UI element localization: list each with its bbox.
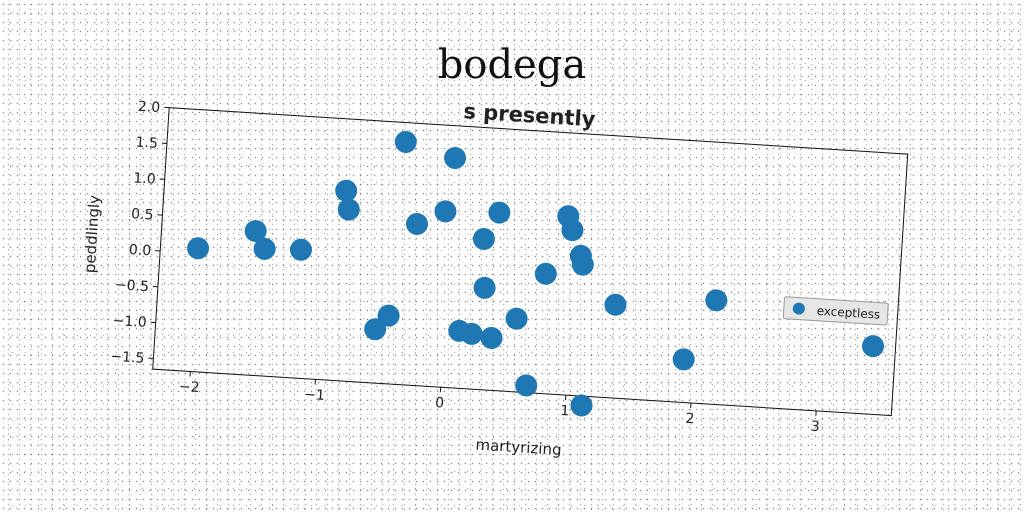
axes-frame bbox=[153, 108, 908, 416]
x-tick-label: 2 bbox=[685, 411, 695, 428]
y-axis-label: peddlingly bbox=[81, 194, 104, 273]
scatter-point bbox=[480, 326, 503, 349]
scatter-point bbox=[473, 276, 496, 299]
scatter-point bbox=[570, 394, 593, 417]
x-axis-label: martyrizing bbox=[475, 436, 562, 459]
scatter-point bbox=[335, 179, 358, 202]
scatter-point bbox=[394, 130, 417, 153]
y-tick-label: 1.5 bbox=[135, 135, 158, 152]
y-tick-label: 1.0 bbox=[133, 170, 156, 187]
y-tick-label: 0.5 bbox=[131, 206, 154, 223]
x-tick-label: −2 bbox=[178, 379, 200, 396]
y-tick-label: −1.0 bbox=[112, 313, 147, 331]
x-tick-label: 0 bbox=[435, 395, 445, 412]
x-tick-label: 1 bbox=[560, 403, 570, 420]
scatter-point bbox=[337, 198, 360, 221]
ticks-layer: −2 −1 0 1 2 3 −1.5 −1.0 −0.5 0.0 0.5 1.0 1.5 2.0 bbox=[108, 98, 837, 435]
scatter-point bbox=[861, 334, 884, 357]
scatter-point bbox=[405, 212, 428, 235]
scatter-point bbox=[505, 307, 528, 330]
x-tick-label: −1 bbox=[304, 387, 326, 404]
scatter-point bbox=[434, 200, 457, 223]
scatter-point bbox=[443, 146, 466, 169]
scatter-point bbox=[534, 262, 557, 285]
scatter-point bbox=[672, 348, 695, 371]
y-tick-label: 2.0 bbox=[137, 99, 160, 116]
y-tick-label: 0.0 bbox=[128, 242, 151, 259]
scatter-point bbox=[705, 289, 728, 312]
y-tick-label: −1.5 bbox=[110, 349, 145, 367]
scatter-point bbox=[186, 237, 209, 260]
y-tick-label: −0.5 bbox=[114, 277, 149, 295]
scatter-point bbox=[289, 238, 312, 261]
points-layer bbox=[178, 118, 896, 435]
x-tick-label: 3 bbox=[810, 419, 820, 436]
legend: exceptless bbox=[783, 297, 888, 325]
scatter-point bbox=[488, 201, 511, 224]
chart-title: s presently bbox=[463, 99, 597, 131]
scatter-point bbox=[472, 227, 495, 250]
scatter-point bbox=[604, 293, 627, 316]
plot-group: s presently −2 −1 0 1 2 3 −1.5 −1.0 −0.5 0.0 0.5 1.… bbox=[71, 76, 910, 480]
